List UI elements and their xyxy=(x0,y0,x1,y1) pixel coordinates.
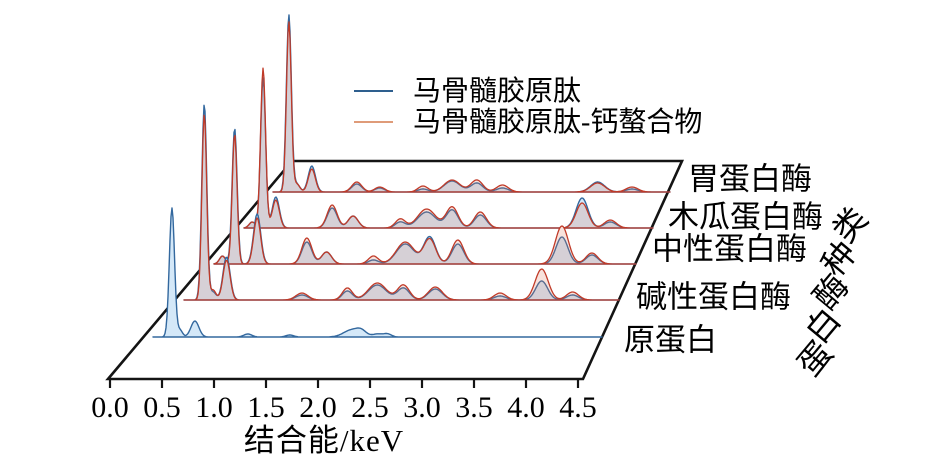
floor-plane xyxy=(105,159,685,381)
x-tick-label-1.5: 1.5 xyxy=(247,391,285,424)
spectrum-4 xyxy=(272,14,671,193)
x-tick-label-4.0: 4.0 xyxy=(507,391,545,424)
chelate-curve xyxy=(272,21,671,193)
spectrum-0 xyxy=(152,207,603,338)
legend-swatch-peptide xyxy=(354,90,393,92)
peptide-curve xyxy=(152,207,603,338)
x-tick-label-3.0: 3.0 xyxy=(403,391,441,424)
x-tick-label-4.5: 4.5 xyxy=(559,391,597,424)
category-label-1: 碱性蛋白酶 xyxy=(636,279,791,315)
spectrum-2 xyxy=(213,128,637,265)
category-label-2: 中性蛋白酶 xyxy=(652,231,807,267)
category-label-0: 原蛋白 xyxy=(624,322,717,358)
x-axis-title: 结合能/keV xyxy=(243,423,405,458)
legend-label-chelate: 马骨髓胶原肽-钙螯合物 xyxy=(413,107,703,138)
x-axis-ticks xyxy=(108,379,580,388)
x-tick-label-3.5: 3.5 xyxy=(455,391,493,424)
x-tick-label-2.5: 2.5 xyxy=(351,391,389,424)
spectrum-3 xyxy=(243,67,654,229)
category-label-4: 胃蛋白酶 xyxy=(688,161,812,197)
category-label-3: 木瓜蛋白酶 xyxy=(668,199,823,235)
chelate-curve xyxy=(213,134,637,265)
legend-label-peptide: 马骨髓胶原肽 xyxy=(413,76,582,107)
spectrum-1 xyxy=(183,104,620,301)
x-tick-label-2.0: 2.0 xyxy=(299,391,337,424)
x-tick-label-0.5: 0.5 xyxy=(143,391,181,424)
chelate-curve xyxy=(183,114,620,301)
x-tick-label-0.0: 0.0 xyxy=(91,391,129,424)
chelate-curve xyxy=(243,67,654,229)
legend-swatch-chelate xyxy=(354,121,393,123)
x-tick-label-1.0: 1.0 xyxy=(195,391,233,424)
